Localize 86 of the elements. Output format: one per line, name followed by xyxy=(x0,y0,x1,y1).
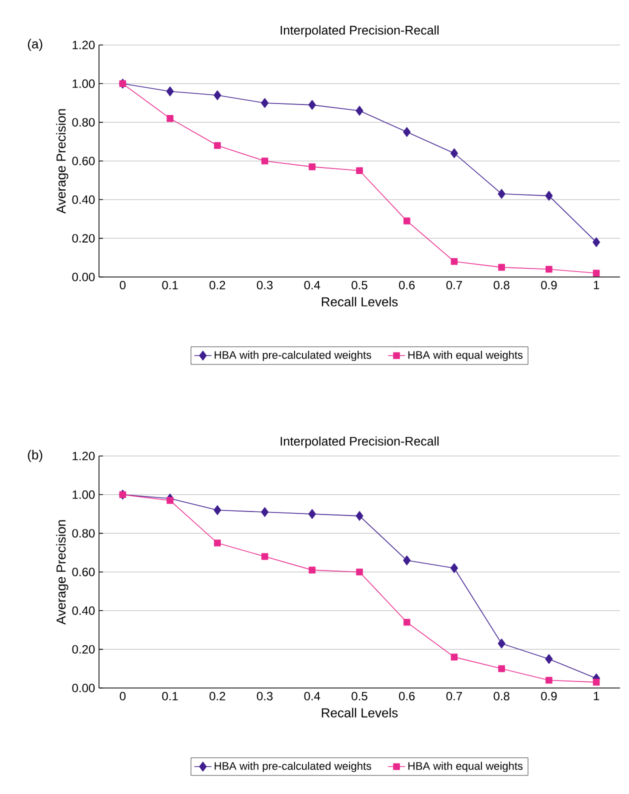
x-tick-label: 0.7 xyxy=(446,280,462,290)
point xyxy=(403,127,411,137)
x-tick-label: 0 xyxy=(120,692,126,700)
x-tick-label: 0.1 xyxy=(162,692,178,700)
point xyxy=(261,158,268,164)
point xyxy=(356,106,364,116)
y-tick-label: 0.00 xyxy=(72,684,95,692)
x-tick-label: 0.6 xyxy=(398,280,415,290)
y-tick-label: 0.40 xyxy=(72,606,95,615)
point xyxy=(166,86,174,96)
point xyxy=(498,188,506,199)
point xyxy=(450,258,458,265)
x-tick-label: 0.9 xyxy=(541,692,557,700)
x-tick-label: 0 xyxy=(120,280,126,290)
y-tick-label: 0.60 xyxy=(72,156,95,166)
point xyxy=(214,540,221,546)
x-tick-label: 0.1 xyxy=(162,280,178,290)
point xyxy=(498,638,506,648)
point xyxy=(214,90,222,100)
point xyxy=(166,497,174,504)
point xyxy=(261,507,269,517)
text: (b) xyxy=(28,450,42,462)
y-tick-label: 0.00 xyxy=(72,272,95,282)
point xyxy=(214,505,222,516)
y-tick-label: 1.00 xyxy=(72,490,95,499)
point xyxy=(214,142,221,149)
x-tick-label: 0.4 xyxy=(304,280,320,290)
legend-label: HBA with pre-calculated weights xyxy=(214,350,372,362)
point xyxy=(546,676,552,684)
text: (a) xyxy=(28,38,42,52)
y-tick-label: 0.20 xyxy=(72,234,95,243)
point xyxy=(546,266,552,273)
point xyxy=(403,618,410,626)
y-tick-label: 0.40 xyxy=(72,195,95,204)
point xyxy=(450,148,458,158)
point xyxy=(592,237,600,248)
point xyxy=(450,563,458,574)
point xyxy=(308,100,316,110)
y-tick-label: 0.80 xyxy=(72,529,95,538)
x-axis-title: Recall Levels xyxy=(322,296,398,306)
point xyxy=(166,115,174,122)
point xyxy=(261,98,269,108)
point xyxy=(308,163,316,170)
point xyxy=(356,511,364,521)
y-axis-title: Average Precision xyxy=(56,520,68,625)
point xyxy=(592,678,600,686)
point xyxy=(592,270,600,277)
y-tick-label: 1.20 xyxy=(72,452,95,460)
y-tick-label: 0.80 xyxy=(72,118,95,127)
y-tick-label: 0.60 xyxy=(72,568,95,576)
point xyxy=(356,568,363,576)
x-tick-label: 0.3 xyxy=(256,692,273,700)
x-tick-label: 0.3 xyxy=(256,280,273,290)
x-axis-title: Recall Levels xyxy=(322,708,398,718)
x-tick-label: 1 xyxy=(594,280,600,290)
point xyxy=(498,665,505,672)
x-tick-label: 0.2 xyxy=(210,280,226,290)
y-tick-label: 1.00 xyxy=(72,79,95,88)
y-tick-label: 0.20 xyxy=(72,645,95,654)
legend-label: HBA with equal weights xyxy=(408,350,523,362)
legend-label: HBA with pre-calculated weights xyxy=(214,762,372,772)
chart-title: Interpolated Precision-Recall xyxy=(280,436,439,448)
x-tick-label: 0.6 xyxy=(398,692,415,700)
x-tick-label: 0.8 xyxy=(494,692,510,700)
point xyxy=(356,167,363,174)
point xyxy=(450,654,458,660)
y-tick-label: 1.20 xyxy=(72,40,95,50)
y-axis-title: Average Precision xyxy=(56,109,68,214)
x-tick-label: 0.5 xyxy=(352,280,368,290)
point xyxy=(403,218,410,224)
x-tick-label: 0.5 xyxy=(352,692,368,700)
point xyxy=(545,654,553,664)
point xyxy=(261,553,268,560)
point xyxy=(498,264,505,271)
legend-label: HBA with equal weights xyxy=(408,762,523,772)
point xyxy=(308,509,316,519)
x-tick-label: 0.2 xyxy=(210,692,226,700)
x-tick-label: 0.8 xyxy=(494,280,510,290)
x-tick-label: 0.7 xyxy=(446,692,462,700)
x-tick-label: 0.9 xyxy=(541,280,557,290)
x-tick-label: 1 xyxy=(594,692,600,700)
x-tick-label: 0.4 xyxy=(304,692,320,700)
point xyxy=(545,190,553,201)
chart-title: Interpolated Precision-Recall xyxy=(280,25,439,38)
point xyxy=(308,566,316,574)
point xyxy=(403,555,411,566)
